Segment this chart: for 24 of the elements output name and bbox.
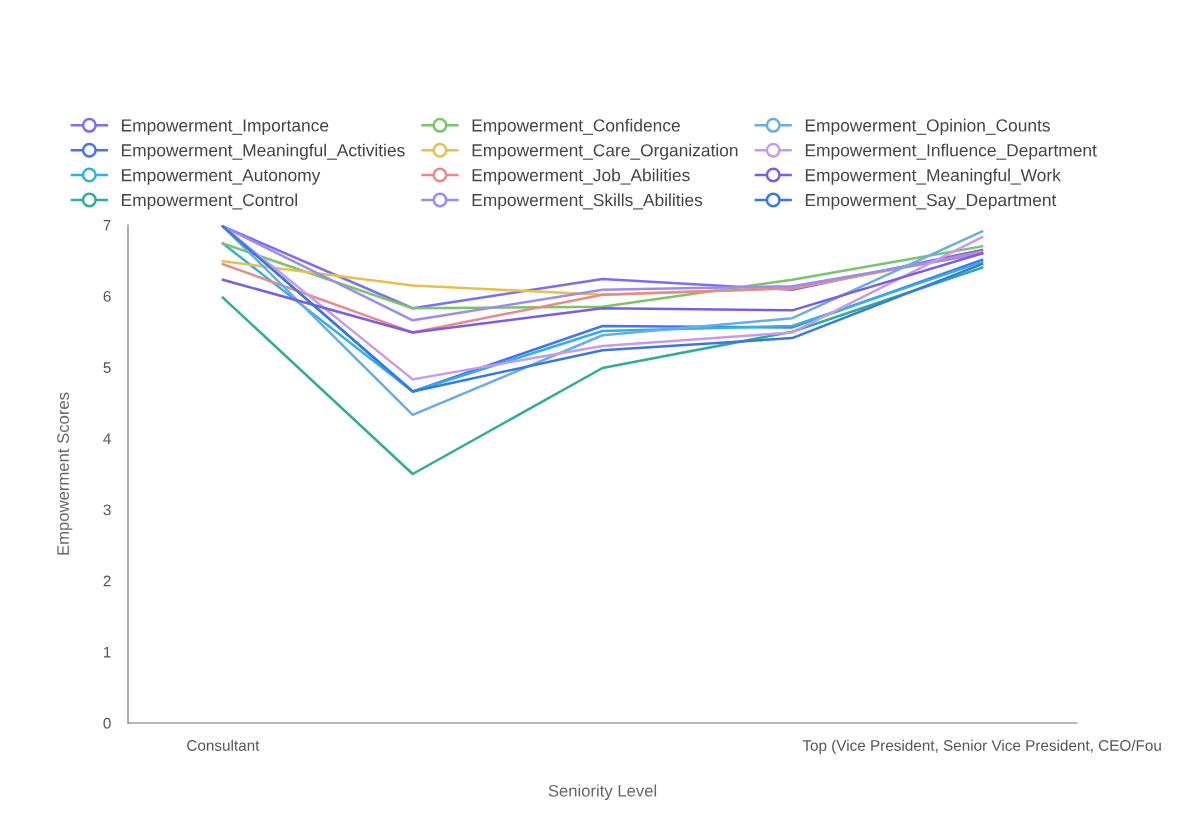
legend-label: Empowerment_Control: [122, 193, 297, 210]
legend-label: Empowerment_Autonomy: [122, 169, 321, 185]
y-tick-label: 6: [103, 291, 111, 302]
y-tick-label: 2: [103, 575, 111, 587]
x-axis-title: Seniority Level: [548, 784, 657, 800]
y-tick-label: 0: [103, 717, 111, 729]
legend-label: Empowerment_Say_Department: [805, 193, 1057, 210]
legend-label: Empowerment_Job_Abilities: [472, 168, 690, 185]
y-tick-label: 3: [103, 504, 111, 516]
legend-label: Empowerment_Opinion_Counts: [805, 118, 1050, 136]
legend-label: Empowerment_Influence_Department: [805, 143, 1097, 160]
y-tick-label: 4: [103, 433, 111, 444]
legend-label: Empowerment_Meaningful_Work: [805, 168, 1061, 185]
legend-label: Empowerment_Meaningful_Activities: [122, 143, 405, 160]
legend-label: Empowerment_Care_Organization: [472, 143, 738, 160]
x-tick-label: Top (Vice President, Senior Vice President, CEO/Fou: [802, 739, 1161, 754]
x-tick-label: Consultant: [187, 739, 260, 751]
y-axis-title: Empowerment Scores: [57, 392, 73, 555]
y-tick-label: 5: [103, 362, 111, 373]
legend-label: Empowerment_Confidence: [472, 118, 680, 136]
legend-label: Empowerment_Importance: [122, 119, 329, 136]
y-tick-label: 1: [104, 646, 111, 658]
legend-label: Empowerment_Skills_Abilities: [472, 193, 703, 210]
y-tick-label: 7: [103, 220, 111, 231]
